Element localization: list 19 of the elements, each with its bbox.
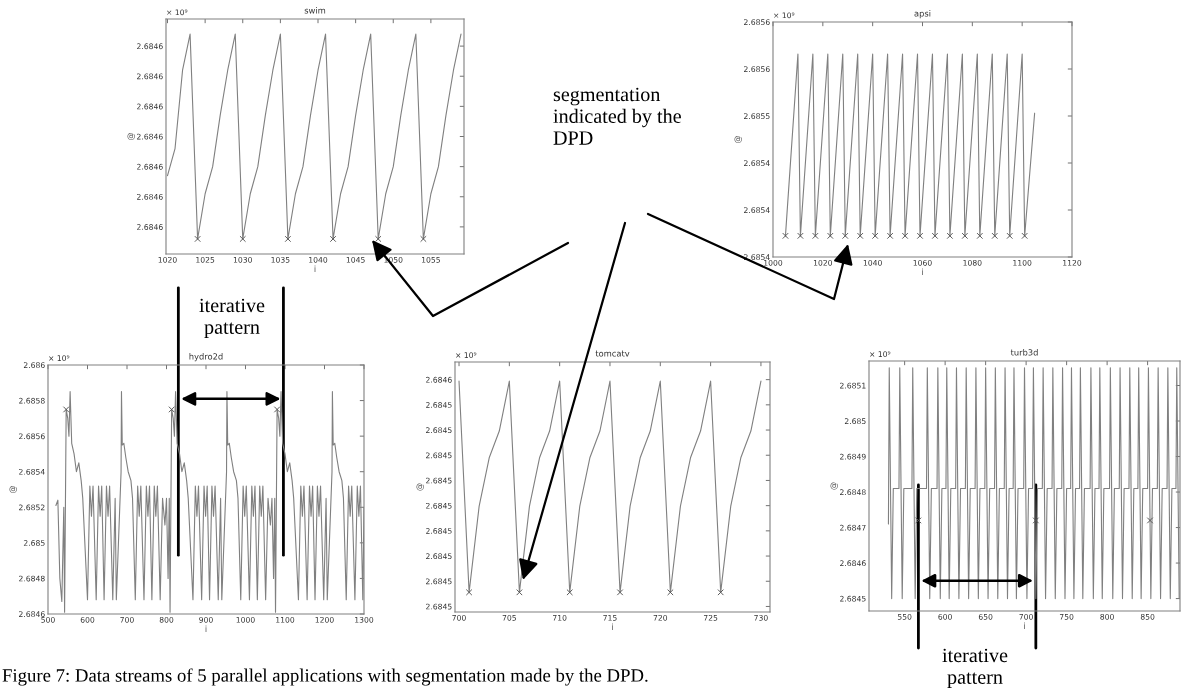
y-axis-title: @: [9, 485, 17, 494]
x-axis-title: i: [922, 268, 923, 275]
text: segmentation indicated by the DPD: [553, 87, 681, 145]
x-axis-title: i: [1024, 622, 1025, 629]
text: iterative pattern: [199, 298, 265, 339]
y-axis-title: @: [416, 483, 424, 491]
text: iterative pattern: [942, 648, 1008, 689]
chart-title: hydro2d: [189, 353, 223, 362]
caption: Figure 7: Data streams of 5 parallel applications with segmentation made by the DPD.: [2, 668, 648, 686]
y-axis-title: @: [734, 135, 742, 144]
chart-title: swim: [304, 7, 326, 14]
chart-title: turb3d: [1010, 349, 1038, 356]
x-axis-title: i: [314, 265, 316, 272]
x-axis-title: i: [205, 625, 207, 632]
x-axis-title: i: [612, 623, 613, 630]
y-axis-title: @: [127, 132, 135, 141]
y-axis-title: @: [830, 482, 838, 490]
chart-title: tomcatv: [595, 350, 630, 357]
chart-title: apsi: [914, 10, 931, 19]
